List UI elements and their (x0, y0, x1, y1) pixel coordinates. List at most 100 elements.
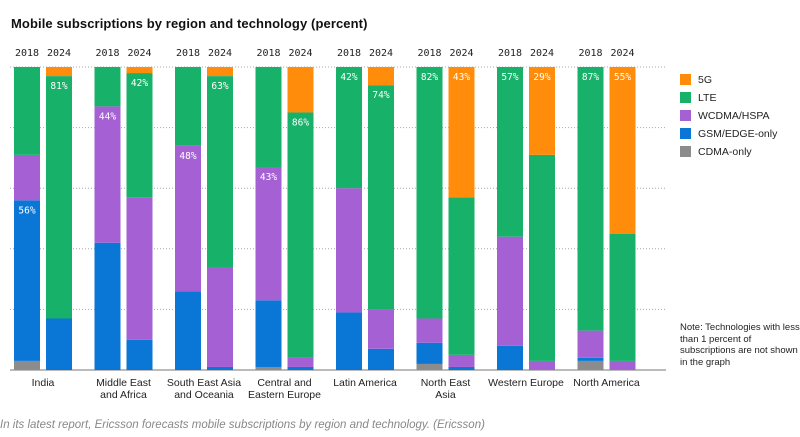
data-label: 42% (131, 78, 148, 89)
chart-legend: 5G LTE WCDMA/HSPA GSM/EDGE-only CDMA-only (680, 72, 777, 162)
bar-segment-gsm-edge-only (336, 312, 362, 370)
bar-segment-gsm-edge-only (287, 366, 314, 370)
chart-note: Note: Technologies with less than 1 perc… (680, 322, 800, 368)
bar-segment-wcdma-hspa (416, 318, 443, 343)
bar-segment-cdma-only (416, 363, 443, 370)
bar-segment-lte (94, 67, 121, 107)
year-label: 2018 (95, 48, 119, 59)
bar-segment-cdma-only (14, 360, 40, 370)
chart-title: Mobile subscriptions by region and techn… (11, 16, 368, 31)
year-label: 2024 (47, 48, 71, 59)
data-label: 29% (533, 72, 550, 83)
category-label: and Africa (100, 389, 147, 401)
legend-swatch (680, 92, 691, 103)
bar-segment-lte (126, 73, 153, 198)
legend-item-5g: 5G (680, 72, 777, 87)
bar-segment-gsm-edge-only (416, 342, 443, 364)
category-label: Eastern Europe (248, 389, 321, 401)
bar-segment-wcdma-hspa (529, 360, 555, 370)
legend-label: WCDMA/HSPA (698, 109, 770, 122)
year-label: 2018 (256, 48, 280, 59)
bar-segment-wcdma-hspa (609, 360, 636, 370)
bar-segment-lte (368, 85, 394, 310)
legend-swatch (680, 74, 691, 85)
bar-segment-lte (255, 67, 282, 167)
data-label: 74% (372, 90, 389, 101)
bar-segment-5g (368, 67, 394, 86)
bar-segment-cdma-only (577, 360, 604, 370)
bar-segment-lte (448, 197, 475, 355)
bar-segment-lte (416, 67, 443, 319)
bar-segment-wcdma-hspa (207, 266, 233, 367)
year-label: 2024 (369, 48, 393, 59)
bar-segment-lte (207, 76, 233, 267)
bar-segment-lte (14, 67, 40, 155)
bar-segment-lte (175, 67, 201, 146)
data-label: 44% (99, 111, 116, 122)
bar-segment-wcdma-hspa (175, 145, 201, 292)
data-label: 43% (453, 72, 470, 83)
bar-segment-wcdma-hspa (336, 188, 362, 313)
legend-label: CDMA-only (698, 145, 752, 158)
image-caption: In its latest report, Ericsson forecasts… (0, 419, 485, 431)
bar-segment-wcdma-hspa (287, 357, 314, 367)
bar-segment-wcdma-hspa (577, 330, 604, 358)
bar-segment-gsm-edge-only (126, 339, 153, 370)
bar-segment-gsm-edge-only (175, 291, 201, 370)
category-label: and Oceania (174, 389, 234, 401)
category-label: South East Asia (167, 377, 241, 389)
bar-segment-gsm-edge-only (94, 242, 121, 370)
bar-segment-gsm-edge-only (497, 345, 523, 370)
bar-segment-wcdma-hspa (255, 166, 282, 301)
bar-segment-5g (287, 67, 314, 113)
bar-segment-5g (126, 67, 153, 74)
bar-segment-5g (529, 67, 555, 155)
bar-segment-5g (609, 67, 636, 234)
bar-segment-wcdma-hspa (448, 354, 475, 367)
legend-swatch (680, 128, 691, 139)
bar-segment-lte (46, 76, 72, 319)
bar-segment-5g (207, 67, 233, 77)
bar-segment-gsm-edge-only (368, 348, 394, 370)
bar-segment-wcdma-hspa (14, 154, 40, 201)
category-label: India (32, 377, 55, 389)
data-label: 57% (501, 72, 518, 83)
legend-item-cdma-only: CDMA-only (680, 144, 777, 159)
bar-segment-gsm-edge-only (255, 300, 282, 367)
data-label: 42% (340, 72, 357, 83)
data-label: 82% (421, 72, 438, 83)
bar-segment-gsm-edge-only (577, 357, 604, 361)
bar-segment-gsm-edge-only (14, 200, 40, 361)
data-label: 43% (260, 172, 277, 183)
legend-item-lte: LTE (680, 90, 777, 105)
year-label: 2024 (127, 48, 151, 59)
bar-segment-5g (46, 67, 72, 77)
category-label: North America (573, 377, 640, 389)
year-label: 2024 (208, 48, 232, 59)
bar-segment-lte (529, 154, 555, 361)
year-label: 2024 (530, 48, 554, 59)
year-label: 2024 (288, 48, 312, 59)
data-label: 86% (292, 117, 309, 128)
year-label: 2024 (449, 48, 473, 59)
bar-segment-lte (287, 112, 314, 358)
data-label: 55% (614, 72, 631, 83)
bar-segment-wcdma-hspa (126, 197, 153, 340)
data-label: 87% (582, 72, 599, 83)
year-label: 2024 (610, 48, 634, 59)
year-label: 2018 (337, 48, 361, 59)
bar-segment-5g (448, 67, 475, 198)
category-label: Central and (257, 377, 311, 389)
category-label: North East (421, 377, 471, 389)
bar-segment-lte (497, 67, 523, 237)
legend-swatch (680, 146, 691, 157)
data-label: 63% (211, 81, 228, 92)
bar-segment-cdma-only (255, 366, 282, 370)
bar-segment-lte (609, 233, 636, 361)
bar-segment-lte (336, 67, 362, 189)
year-label: 2018 (498, 48, 522, 59)
bar-segment-wcdma-hspa (497, 236, 523, 346)
bar-segment-gsm-edge-only (448, 366, 475, 370)
bar-segment-gsm-edge-only (46, 318, 72, 370)
